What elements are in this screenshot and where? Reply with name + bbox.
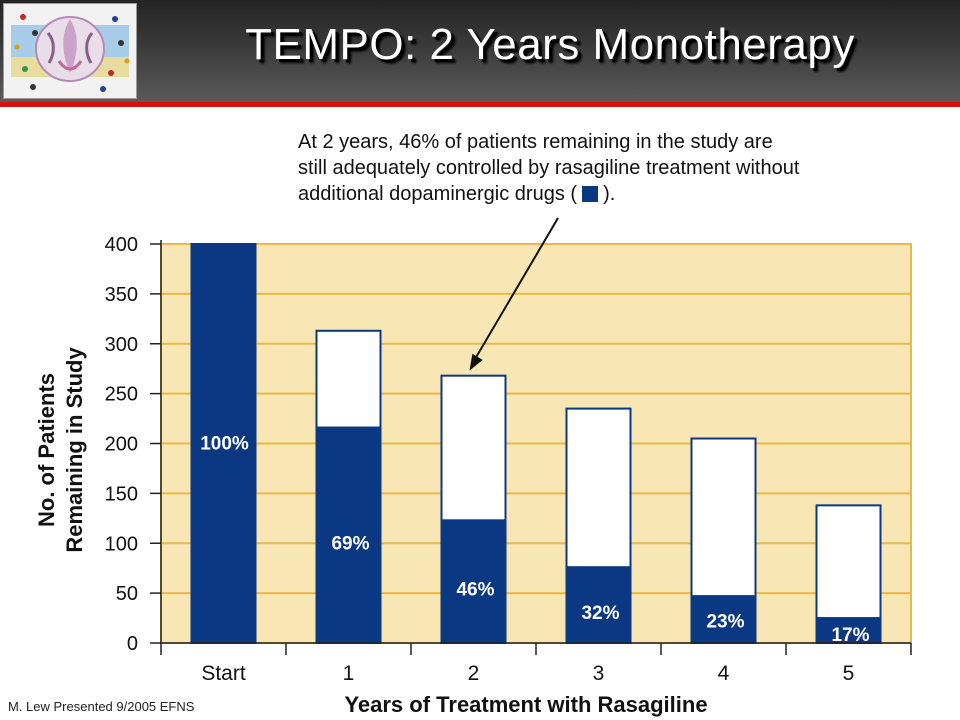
annotation-arrow-head	[469, 353, 483, 371]
bar-controlled-1	[315, 426, 382, 645]
y-tick-label: 0	[127, 633, 138, 655]
annotation-line-1: At 2 years, 46% of patients remaining in…	[298, 131, 773, 153]
y-tick-label: 50	[116, 583, 138, 605]
x-tick-label: 3	[593, 662, 605, 685]
bar-controlled-5	[815, 617, 882, 644]
data-label-4: 23%	[706, 612, 744, 633]
y-tick-label: 200	[105, 434, 138, 456]
annotation-arrow-line	[472, 217, 559, 363]
slide-header	[0, 0, 960, 102]
y-tick-label: 150	[105, 483, 138, 505]
data-label-2: 46%	[456, 580, 494, 601]
y-tick-label: 400	[105, 234, 138, 256]
y-axis-title-line-1: No. of Patients	[34, 373, 59, 527]
data-label-5: 17%	[831, 625, 869, 646]
header-divider	[0, 102, 960, 107]
x-tick-label: 5	[843, 662, 855, 685]
x-tick-label: 2	[468, 662, 480, 685]
annotation-line-2: still adequately controlled by rasagilin…	[298, 157, 800, 179]
slide-title: TEMPO: 2 Years Monotherapy	[245, 20, 855, 69]
y-axis-title: No. of Patients Remaining in Study	[34, 347, 87, 553]
x-tick-label: 1	[343, 662, 355, 685]
y-tick-label: 300	[105, 334, 138, 356]
annotation-line-3-prefix: additional dopaminergic drugs (	[298, 183, 578, 205]
bar-controlled-3	[565, 566, 632, 644]
legend-swatch-controlled	[582, 186, 599, 202]
annotation-text: At 2 years, 46% of patients remaining in…	[298, 129, 938, 207]
x-tick-label: 4	[718, 662, 730, 685]
y-tick-label: 350	[105, 284, 138, 306]
data-label-0: 100%	[200, 434, 249, 455]
footer-credit: M. Lew Presented 9/2005 EFNS	[8, 699, 195, 714]
brain-scan-icon	[3, 3, 137, 99]
x-tick-label: Start	[201, 662, 246, 685]
annotation-line-3-suffix: ).	[603, 183, 616, 205]
x-axis-title: Years of Treatment with Rasagiline	[344, 692, 707, 717]
data-label-1: 69%	[331, 533, 369, 554]
y-axis-title-line-2: Remaining in Study	[62, 347, 87, 553]
data-label-3: 32%	[581, 603, 619, 624]
y-tick-label: 100	[105, 533, 138, 555]
y-tick-label: 250	[105, 384, 138, 406]
bar-controlled-0	[190, 243, 257, 644]
annotation-line-3: additional dopaminergic drugs ().	[298, 181, 938, 207]
